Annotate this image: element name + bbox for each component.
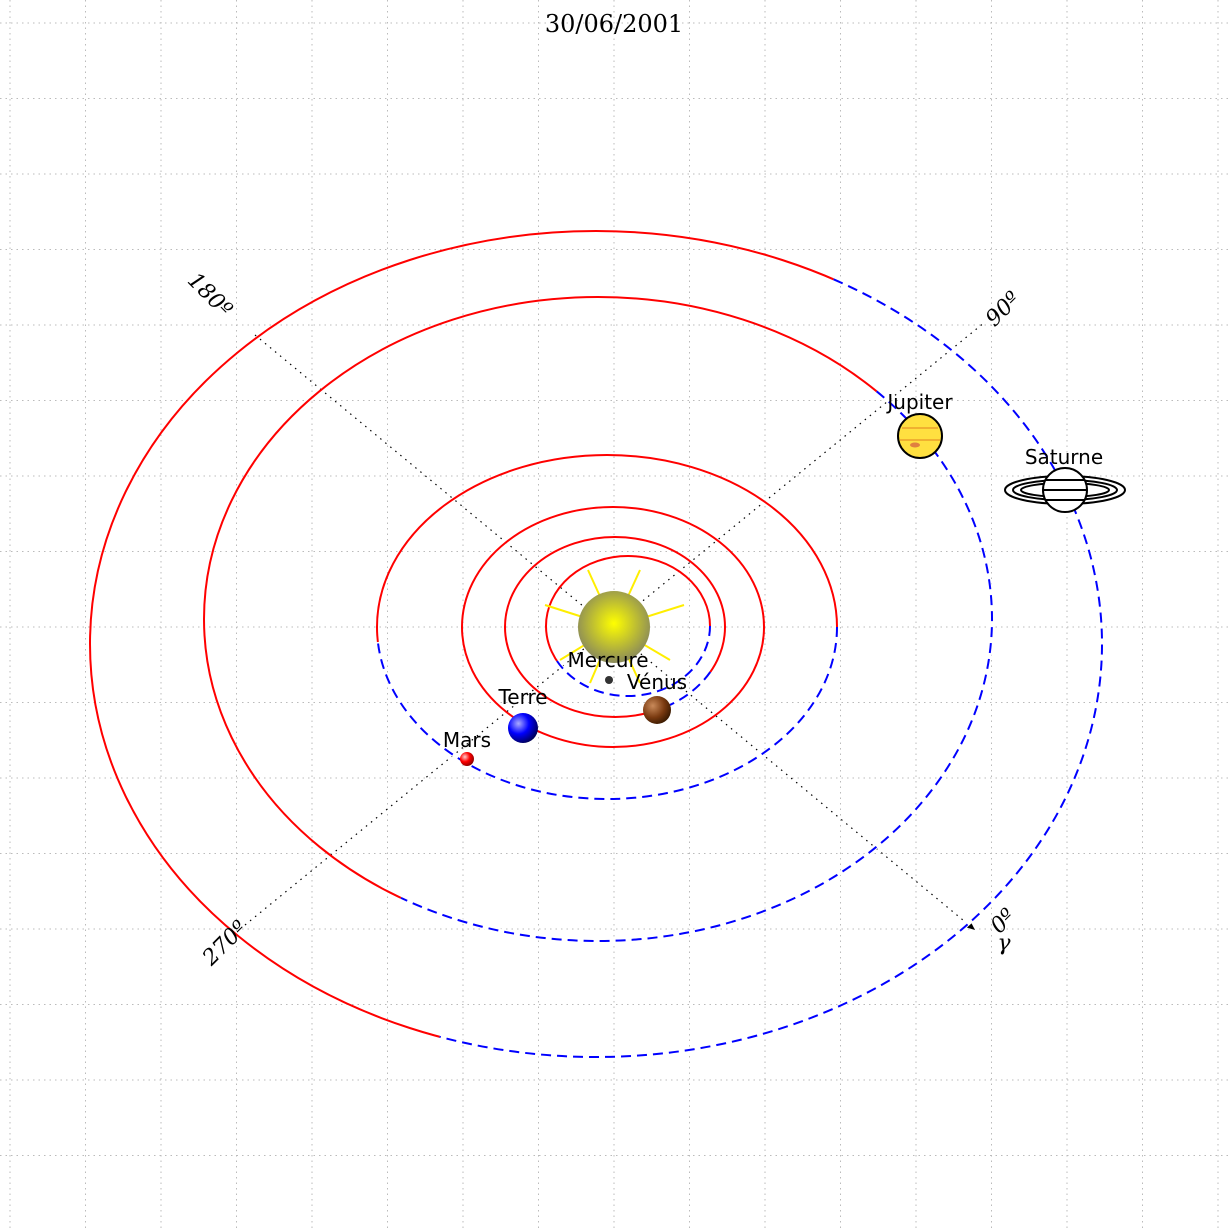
mercury bbox=[605, 676, 613, 684]
planet-label: Jupiter bbox=[885, 390, 953, 414]
mars bbox=[460, 752, 474, 766]
page: {"title":"30/06/2001", "axes":{"angle_0"… bbox=[0, 0, 1228, 1229]
planet-label: Mars bbox=[443, 728, 491, 752]
angle-label: 90º bbox=[981, 287, 1026, 332]
venus bbox=[643, 696, 671, 724]
angle-label: 180º bbox=[182, 268, 237, 323]
solar-system-diagram: 30/06/2001 180º 90º 0º 270º γ Mercure Vé… bbox=[0, 0, 1228, 1229]
saturn bbox=[1005, 468, 1125, 512]
earth bbox=[508, 713, 538, 743]
jupiter bbox=[898, 414, 942, 458]
planet-label: Vénus bbox=[627, 670, 687, 694]
vernal-point: γ bbox=[997, 931, 1011, 956]
planet-label: Saturne bbox=[1025, 445, 1103, 469]
date-title: 30/06/2001 bbox=[545, 10, 683, 38]
planet-label: Mercure bbox=[567, 648, 648, 672]
planet-label: Terre bbox=[497, 685, 547, 709]
